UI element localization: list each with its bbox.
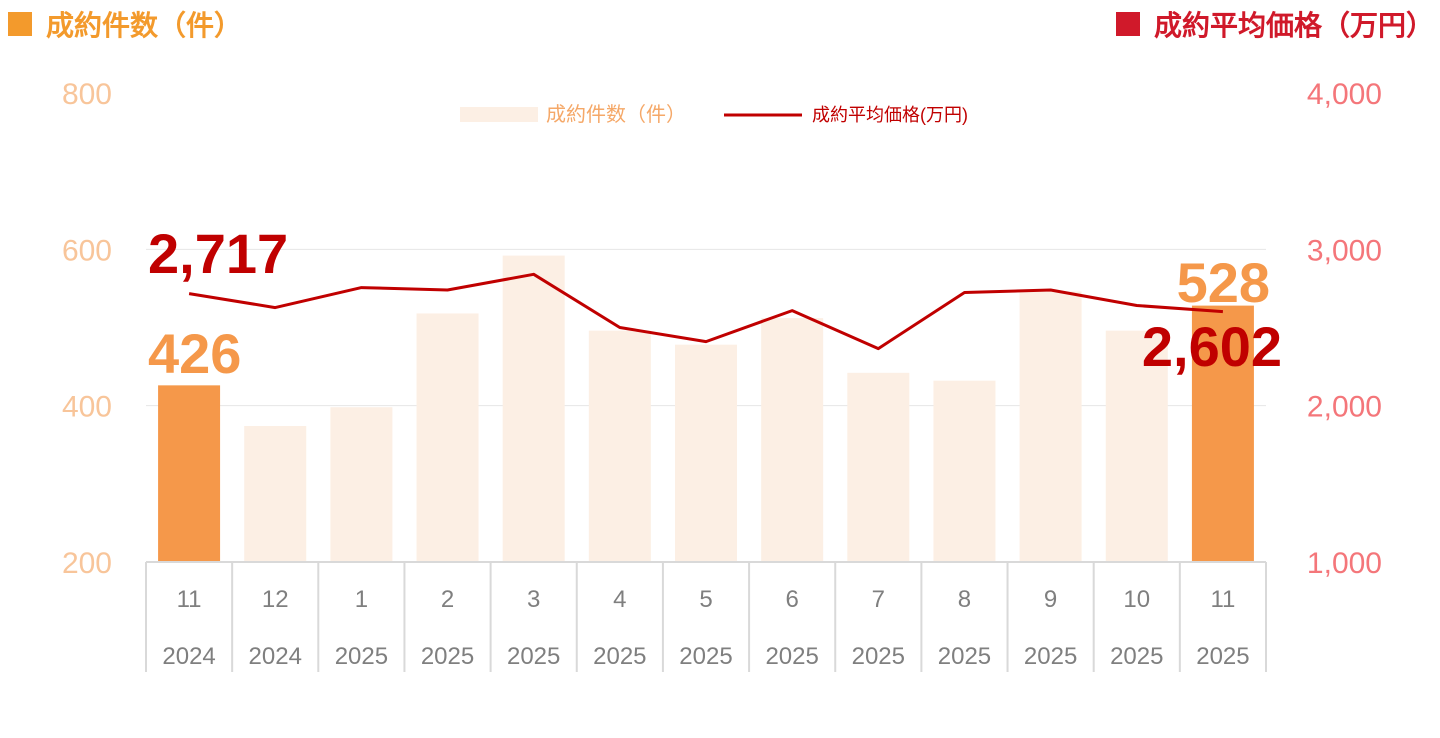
data-label: 426 xyxy=(148,322,241,385)
bar xyxy=(933,380,996,562)
data-label: 2,717 xyxy=(148,222,288,285)
x-tick-month: 4 xyxy=(613,586,626,613)
x-tick-year: 2025 xyxy=(421,643,474,670)
data-label: 528 xyxy=(1177,251,1270,314)
bar xyxy=(847,372,910,562)
x-tick-month: 8 xyxy=(958,586,971,613)
x-tick-year: 2025 xyxy=(335,643,388,670)
x-tick-month: 7 xyxy=(872,586,885,613)
x-tick-year: 2025 xyxy=(593,643,646,670)
bar xyxy=(158,385,221,562)
left-axis-tick-label: 800 xyxy=(62,78,112,111)
x-tick-month: 11 xyxy=(177,586,202,613)
left-axis-tick-label: 600 xyxy=(62,234,112,267)
bar xyxy=(502,255,565,562)
x-tick-month: 2 xyxy=(441,586,454,613)
x-tick-year: 2025 xyxy=(765,643,818,670)
right-legend-square-icon xyxy=(1115,12,1140,36)
bar xyxy=(761,318,824,562)
x-tick-year: 2024 xyxy=(162,643,215,670)
bar xyxy=(588,330,651,562)
x-tick-month: 12 xyxy=(262,586,289,613)
legend-line-label: 成約平均価格(万円) xyxy=(812,105,968,125)
bar xyxy=(330,407,393,562)
x-tick-year: 2025 xyxy=(679,643,732,670)
bar xyxy=(1191,305,1254,562)
x-tick-year: 2025 xyxy=(1024,643,1077,670)
right-axis-title: 成約平均価格（万円） xyxy=(1115,4,1434,44)
bar xyxy=(416,313,479,562)
right-axis-tick-label: 4,000 xyxy=(1307,78,1382,111)
right-axis-title-text: 成約平均価格（万円） xyxy=(1153,9,1434,42)
legend-bar-label: 成約件数（件） xyxy=(546,103,686,126)
left-axis-title-text: 成約件数（件） xyxy=(46,9,243,42)
x-tick-month: 3 xyxy=(527,586,540,613)
bar xyxy=(1105,330,1168,562)
x-tick-month: 6 xyxy=(785,586,798,613)
x-tick-year: 2025 xyxy=(1110,643,1163,670)
price-line xyxy=(188,272,1224,351)
bar xyxy=(1019,291,1082,562)
left-axis-title: 成約件数（件） xyxy=(8,4,242,44)
left-legend-square-icon xyxy=(8,12,32,36)
x-tick-year: 2025 xyxy=(1196,643,1249,670)
legend-bar-swatch xyxy=(460,107,538,122)
x-tick-month: 11 xyxy=(1210,586,1235,613)
x-tick-month: 5 xyxy=(699,586,712,613)
x-tick-year: 2025 xyxy=(938,643,991,670)
x-tick-year: 2025 xyxy=(852,643,905,670)
bar xyxy=(244,425,307,562)
x-tick-month: 1 xyxy=(355,586,368,613)
data-label: 2,602 xyxy=(1142,315,1282,378)
x-tick-month: 10 xyxy=(1123,586,1150,613)
left-axis-tick-label: 400 xyxy=(62,391,112,424)
x-tick-year: 2024 xyxy=(249,643,302,670)
x-tick-year: 2025 xyxy=(507,643,560,670)
bar xyxy=(675,344,737,562)
right-axis-tick-label: 3,000 xyxy=(1307,234,1382,267)
x-tick-month: 9 xyxy=(1044,586,1057,613)
right-axis-tick-label: 2,000 xyxy=(1307,391,1382,424)
left-axis-tick-label: 200 xyxy=(62,547,112,580)
right-axis-tick-label: 1,000 xyxy=(1307,547,1382,580)
